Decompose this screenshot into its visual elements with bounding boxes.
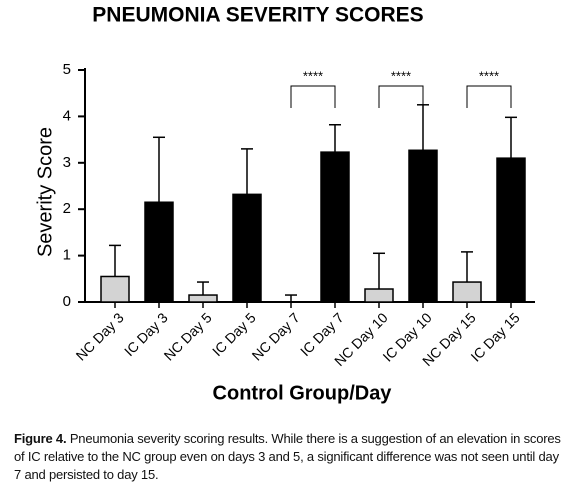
y-tick-label: 0 xyxy=(63,293,71,310)
bar xyxy=(100,275,130,303)
bar xyxy=(232,193,262,303)
significance-bracket xyxy=(466,85,512,108)
bar xyxy=(408,149,438,303)
x-axis-label: Control Group/Day xyxy=(213,382,393,404)
y-tick-label: 1 xyxy=(63,247,71,264)
bar xyxy=(320,151,350,303)
x-tick-label: NC Day 7 xyxy=(249,309,303,363)
y-axis-label: Severity Score xyxy=(34,127,56,257)
y-tick-label: 5 xyxy=(63,61,71,78)
bar xyxy=(188,294,218,303)
x-tick-label: NC Day 5 xyxy=(161,309,215,363)
caption: Figure 4. Pneumonia severity scoring res… xyxy=(14,430,562,484)
significance-label: **** xyxy=(303,68,323,83)
bar xyxy=(364,288,394,303)
significance-bracket xyxy=(290,85,336,108)
significance-label: **** xyxy=(479,68,499,83)
y-tick-label: 2 xyxy=(63,200,71,217)
significance-label: **** xyxy=(391,68,411,83)
chart-title: PNEUMONIA SEVERITY SCORES xyxy=(92,4,423,27)
x-tick-label: IC Day 15 xyxy=(467,309,522,364)
bar xyxy=(452,281,482,303)
bar xyxy=(144,201,174,303)
y-tick-label: 3 xyxy=(63,154,71,171)
caption-label: Figure 4. xyxy=(14,431,67,446)
chart: PNEUMONIA SEVERITY SCORES Severity Score… xyxy=(34,4,535,404)
y-tick-label: 4 xyxy=(63,107,71,124)
significance-bracket xyxy=(378,85,424,108)
bar xyxy=(496,157,526,303)
caption-text: Pneumonia severity scoring results. Whil… xyxy=(14,431,561,482)
x-tick-label: NC Day 3 xyxy=(73,309,127,363)
